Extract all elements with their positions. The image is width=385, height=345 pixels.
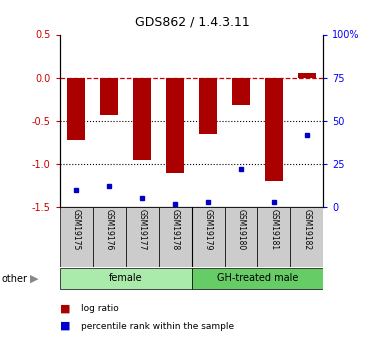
Text: GSM19179: GSM19179 bbox=[204, 209, 213, 250]
Text: ▶: ▶ bbox=[30, 274, 39, 284]
Bar bbox=[100, 78, 118, 115]
Text: log ratio: log ratio bbox=[81, 304, 119, 313]
Bar bbox=[265, 78, 283, 181]
Bar bbox=[258, 207, 290, 267]
Text: GSM19180: GSM19180 bbox=[236, 209, 246, 250]
Text: GSM19177: GSM19177 bbox=[137, 209, 147, 250]
Text: GH-treated male: GH-treated male bbox=[217, 273, 298, 283]
Text: GSM19175: GSM19175 bbox=[72, 209, 81, 250]
Text: GSM19178: GSM19178 bbox=[171, 209, 179, 250]
Bar bbox=[67, 78, 85, 140]
Bar bbox=[224, 207, 258, 267]
Text: other: other bbox=[2, 274, 28, 284]
Text: ■: ■ bbox=[60, 304, 70, 314]
Text: ■: ■ bbox=[60, 321, 70, 331]
Bar bbox=[93, 207, 126, 267]
Bar bbox=[126, 207, 159, 267]
Bar bbox=[298, 73, 316, 78]
Text: GDS862 / 1.4.3.11: GDS862 / 1.4.3.11 bbox=[135, 16, 250, 29]
Bar bbox=[159, 207, 191, 267]
Text: GSM19182: GSM19182 bbox=[302, 209, 311, 250]
Bar bbox=[191, 207, 224, 267]
Bar bbox=[191, 268, 323, 289]
Bar bbox=[290, 207, 323, 267]
Text: female: female bbox=[109, 273, 142, 283]
Bar bbox=[133, 78, 151, 159]
Bar bbox=[60, 268, 191, 289]
Bar bbox=[166, 78, 184, 172]
Text: percentile rank within the sample: percentile rank within the sample bbox=[81, 322, 234, 331]
Bar bbox=[60, 207, 93, 267]
Bar bbox=[232, 78, 250, 105]
Bar bbox=[199, 78, 217, 134]
Text: GSM19181: GSM19181 bbox=[270, 209, 278, 250]
Text: GSM19176: GSM19176 bbox=[105, 209, 114, 250]
